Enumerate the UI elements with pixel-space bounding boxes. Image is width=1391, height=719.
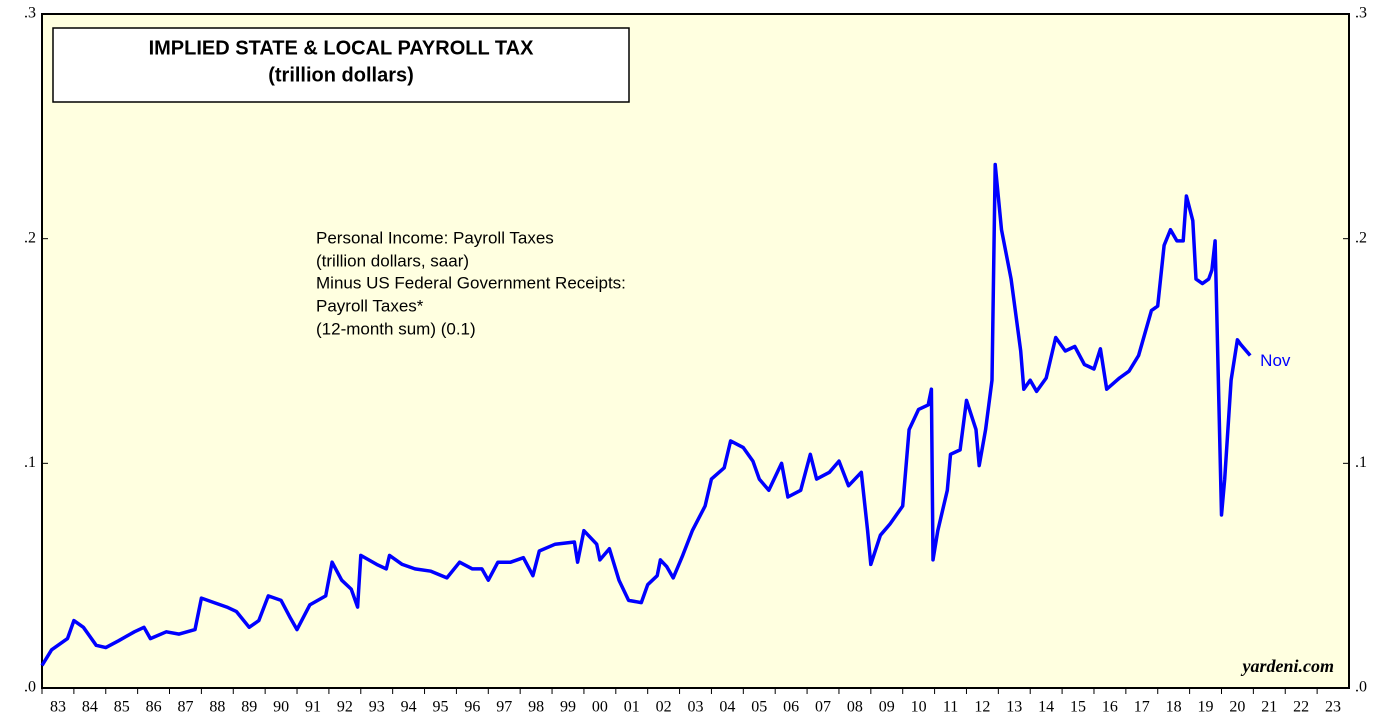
annotation: (trillion dollars, saar) bbox=[316, 251, 469, 270]
x-tick-label: 85 bbox=[114, 699, 130, 716]
x-tick-label: 19 bbox=[1198, 699, 1214, 716]
x-tick-label: 09 bbox=[879, 699, 895, 716]
x-tick-label: 99 bbox=[560, 699, 576, 716]
y-tick-label: .0 bbox=[24, 679, 36, 696]
x-tick-label: 13 bbox=[1006, 699, 1022, 716]
line bbox=[40, 162, 1252, 667]
x-tick-label: 16 bbox=[1102, 699, 1118, 716]
annotation: (12-month sum) (0.1) bbox=[316, 319, 476, 338]
x-tick-label: 07 bbox=[815, 699, 831, 716]
source: yardeni.com bbox=[1241, 656, 1335, 676]
end-label: Nov bbox=[1260, 351, 1291, 370]
y-tick-label: .3 bbox=[1355, 5, 1367, 22]
y-tick-label: .2 bbox=[24, 229, 36, 246]
x-tick-label: 98 bbox=[528, 699, 544, 716]
chart-subtitle: (trillion dollars) bbox=[268, 64, 414, 86]
x-tick-label: 02 bbox=[656, 699, 672, 716]
x-tick-label: 97 bbox=[496, 699, 512, 716]
x-tick-label: 96 bbox=[464, 699, 480, 716]
x-tick-label: 15 bbox=[1070, 699, 1086, 716]
x-tick-label: 08 bbox=[847, 699, 863, 716]
y-tick-label: .2 bbox=[1355, 229, 1367, 246]
x-tick-label: 87 bbox=[177, 699, 193, 716]
x-tick-label: 10 bbox=[911, 699, 927, 716]
x-tick-label: 22 bbox=[1293, 699, 1309, 716]
x-tick-label: 84 bbox=[82, 699, 98, 716]
y-tick-label: .3 bbox=[24, 5, 36, 22]
x-tick-label: 03 bbox=[688, 699, 704, 716]
x-tick-label: 23 bbox=[1325, 699, 1341, 716]
x-tick-label: 90 bbox=[273, 699, 289, 716]
plot-area bbox=[41, 13, 1350, 689]
x-tick-label: 04 bbox=[719, 699, 735, 716]
annotation: Personal Income: Payroll Taxes bbox=[316, 228, 554, 247]
x-tick-label: 94 bbox=[401, 699, 417, 716]
x-tick-label: 92 bbox=[337, 699, 353, 716]
x-tick-label: 00 bbox=[592, 699, 608, 716]
x-tick-label: 20 bbox=[1229, 699, 1245, 716]
x-tick-label: 93 bbox=[369, 699, 385, 716]
title-box bbox=[52, 27, 630, 103]
x-tick-label: 05 bbox=[751, 699, 767, 716]
x-tick-label: 18 bbox=[1166, 699, 1182, 716]
annotation: Minus US Federal Government Receipts: bbox=[316, 273, 626, 292]
y-tick-label: .0 bbox=[1355, 679, 1367, 696]
x-tick-label: 95 bbox=[432, 699, 448, 716]
x-tick-label: 01 bbox=[624, 699, 640, 716]
x-tick-label: 12 bbox=[974, 699, 990, 716]
x-tick-label: 88 bbox=[209, 699, 225, 716]
x-tick-label: 83 bbox=[50, 699, 66, 716]
annotation: Payroll Taxes* bbox=[316, 296, 424, 315]
x-tick-label: 86 bbox=[146, 699, 162, 716]
x-tick-label: 17 bbox=[1134, 699, 1150, 716]
x-tick-label: 21 bbox=[1261, 699, 1277, 716]
x-tick-label: 14 bbox=[1038, 699, 1054, 716]
x-tick-label: 89 bbox=[241, 699, 257, 716]
y-tick-label: .1 bbox=[1355, 454, 1367, 471]
y-tick-label: .1 bbox=[24, 454, 36, 471]
x-tick-label: 06 bbox=[783, 699, 799, 716]
x-tick-label: 11 bbox=[943, 699, 958, 716]
x-tick-label: 91 bbox=[305, 699, 321, 716]
chart-title: IMPLIED STATE & LOCAL PAYROLL TAX bbox=[149, 37, 534, 59]
